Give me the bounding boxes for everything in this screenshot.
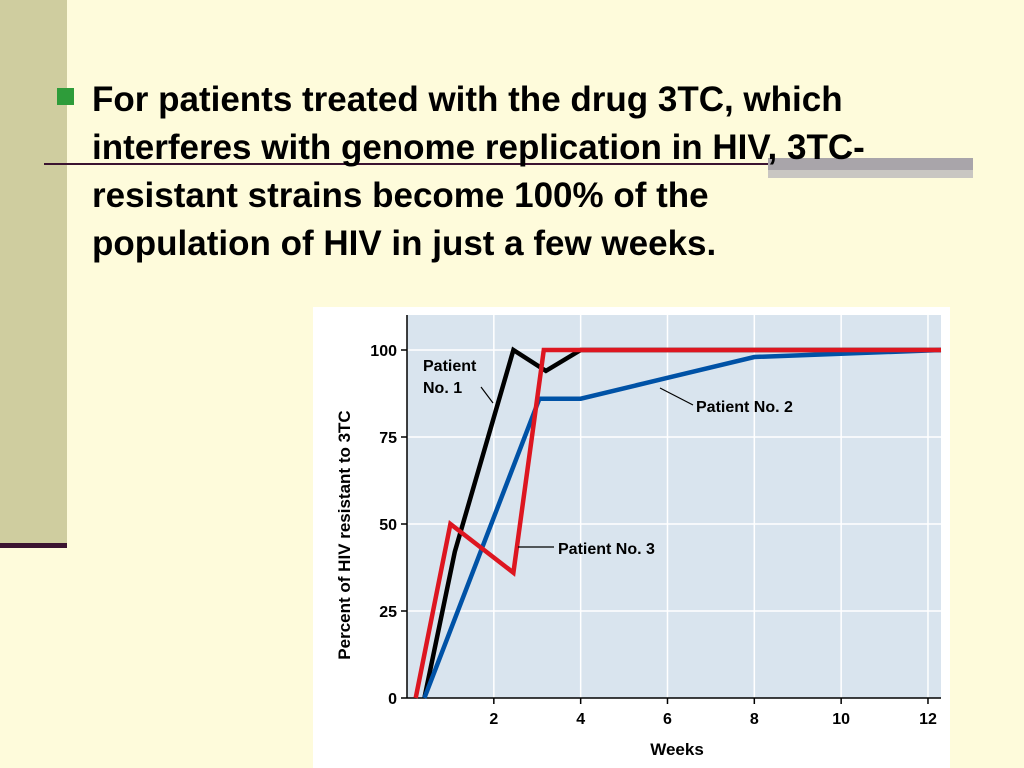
side-decoration-bar (0, 0, 67, 546)
series-label-2-line-1: Patient No. 2 (696, 399, 793, 416)
x-axis-label: Weeks (650, 740, 704, 759)
bullet-square-icon (57, 88, 74, 105)
series-leader-1 (480, 386, 494, 404)
y-tick-label-2: 50 (379, 517, 397, 534)
series-label-1-line-2: No. 1 (423, 380, 462, 397)
x-tick-label-5: 12 (919, 711, 937, 728)
series-line-3 (413, 347, 941, 699)
x-tick-label-4: 10 (832, 711, 850, 728)
x-tick-label-1: 4 (576, 711, 585, 728)
header-accent-shade (768, 170, 973, 178)
y-tick-label-0: 0 (388, 691, 397, 708)
series-line-2 (422, 347, 942, 699)
axes: 0 25 50 75 100 2 4 6 8 10 12 (370, 315, 941, 728)
plot-area (407, 315, 941, 698)
y-tick-label-4: 100 (370, 343, 397, 360)
header-rule (44, 163, 784, 165)
series-label-3-line-1: Patient No. 3 (558, 541, 655, 558)
series-lines (413, 346, 942, 699)
x-tick-label-3: 8 (750, 711, 759, 728)
y-axis-label: Percent of HIV resistant to 3TC (335, 410, 354, 659)
y-tick-label-1: 25 (379, 604, 397, 621)
x-tick-label-0: 2 (489, 711, 498, 728)
series-label-1-line-1: Patient (423, 358, 477, 375)
series-labels: Patient No. 1 Patient No. 2 Patient No. 3 (423, 358, 793, 558)
series-leader-2 (659, 387, 694, 406)
side-decoration-rule (0, 543, 67, 548)
chart-panel: 0 25 50 75 100 2 4 6 8 10 12 Patient No. 1 Patient N… (313, 307, 950, 768)
resistance-chart: 0 25 50 75 100 2 4 6 8 10 12 Patient No. 1 Patient N… (335, 315, 942, 759)
x-tick-label-2: 6 (663, 711, 672, 728)
bullet-text: For patients treated with the drug 3TC, … (92, 80, 865, 263)
y-tick-label-3: 75 (379, 430, 397, 447)
